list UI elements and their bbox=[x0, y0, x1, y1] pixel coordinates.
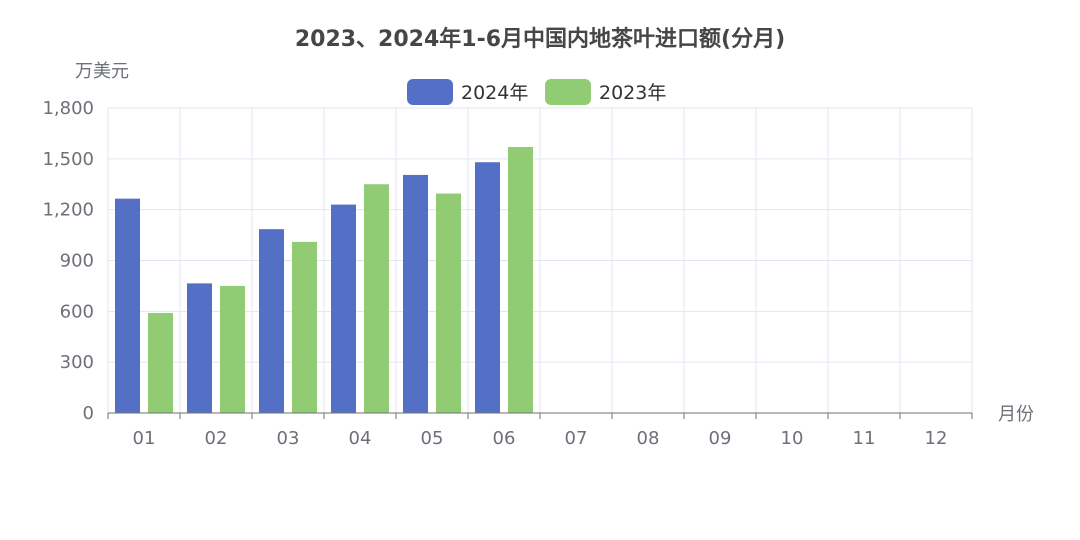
legend-swatch bbox=[545, 79, 591, 105]
bar-2024年-06[interactable] bbox=[475, 162, 500, 413]
y-axis-unit-label: 万美元 bbox=[75, 61, 129, 82]
legend-item[interactable]: 2023年 bbox=[545, 79, 666, 105]
legend-item[interactable]: 2024年 bbox=[407, 79, 528, 105]
chart-title: 2023、2024年1-6月中国内地茶叶进口额(分月) bbox=[295, 26, 785, 52]
bar-2023年-04[interactable] bbox=[364, 184, 389, 413]
bar-2023年-05[interactable] bbox=[436, 193, 461, 413]
bar-2023年-03[interactable] bbox=[292, 241, 317, 413]
bar-2024年-05[interactable] bbox=[403, 174, 428, 413]
legend-swatch bbox=[407, 79, 453, 105]
bar-2023年-01[interactable] bbox=[148, 313, 173, 413]
x-tick-label: 07 bbox=[565, 428, 588, 449]
x-tick-label: 02 bbox=[205, 428, 228, 449]
bar-2024年-03[interactable] bbox=[259, 229, 284, 413]
x-tick-label: 01 bbox=[133, 428, 156, 449]
y-tick-label: 300 bbox=[60, 352, 94, 373]
bar-2024年-01[interactable] bbox=[115, 198, 140, 413]
bars-group bbox=[115, 146, 533, 413]
bar-2024年-04[interactable] bbox=[331, 204, 356, 413]
x-tick-label: 06 bbox=[493, 428, 516, 449]
axes-group: 0 300 600 900 1,200 1,500 1,800 01 02 03 04 05 06 07 0… bbox=[42, 98, 973, 449]
bar-2023年-06[interactable] bbox=[508, 146, 533, 413]
x-tick-label: 05 bbox=[421, 428, 444, 449]
y-tick-label: 900 bbox=[60, 251, 94, 272]
y-tick-label: 1,800 bbox=[42, 98, 94, 119]
legend-label: 2023年 bbox=[599, 82, 666, 104]
y-tick-label: 0 bbox=[83, 403, 94, 424]
x-tick-label: 12 bbox=[925, 428, 948, 449]
x-tick-label: 04 bbox=[349, 428, 372, 449]
x-tick-label: 08 bbox=[637, 428, 660, 449]
legend-label: 2024年 bbox=[461, 82, 528, 104]
y-tick-label: 600 bbox=[60, 301, 94, 322]
x-tick-label: 11 bbox=[853, 428, 876, 449]
bar-2023年-02[interactable] bbox=[220, 285, 245, 413]
legend[interactable]: 2024年 2023年 bbox=[407, 79, 666, 105]
x-axis-unit-label: 月份 bbox=[998, 404, 1034, 425]
y-tick-label: 1,500 bbox=[42, 149, 94, 170]
y-tick-label: 1,200 bbox=[42, 200, 94, 221]
x-tick-label: 09 bbox=[709, 428, 732, 449]
x-tick-label: 10 bbox=[781, 428, 804, 449]
x-tick-label: 03 bbox=[277, 428, 300, 449]
grid-lines bbox=[107, 107, 973, 413]
bar-2024年-02[interactable] bbox=[187, 283, 212, 413]
